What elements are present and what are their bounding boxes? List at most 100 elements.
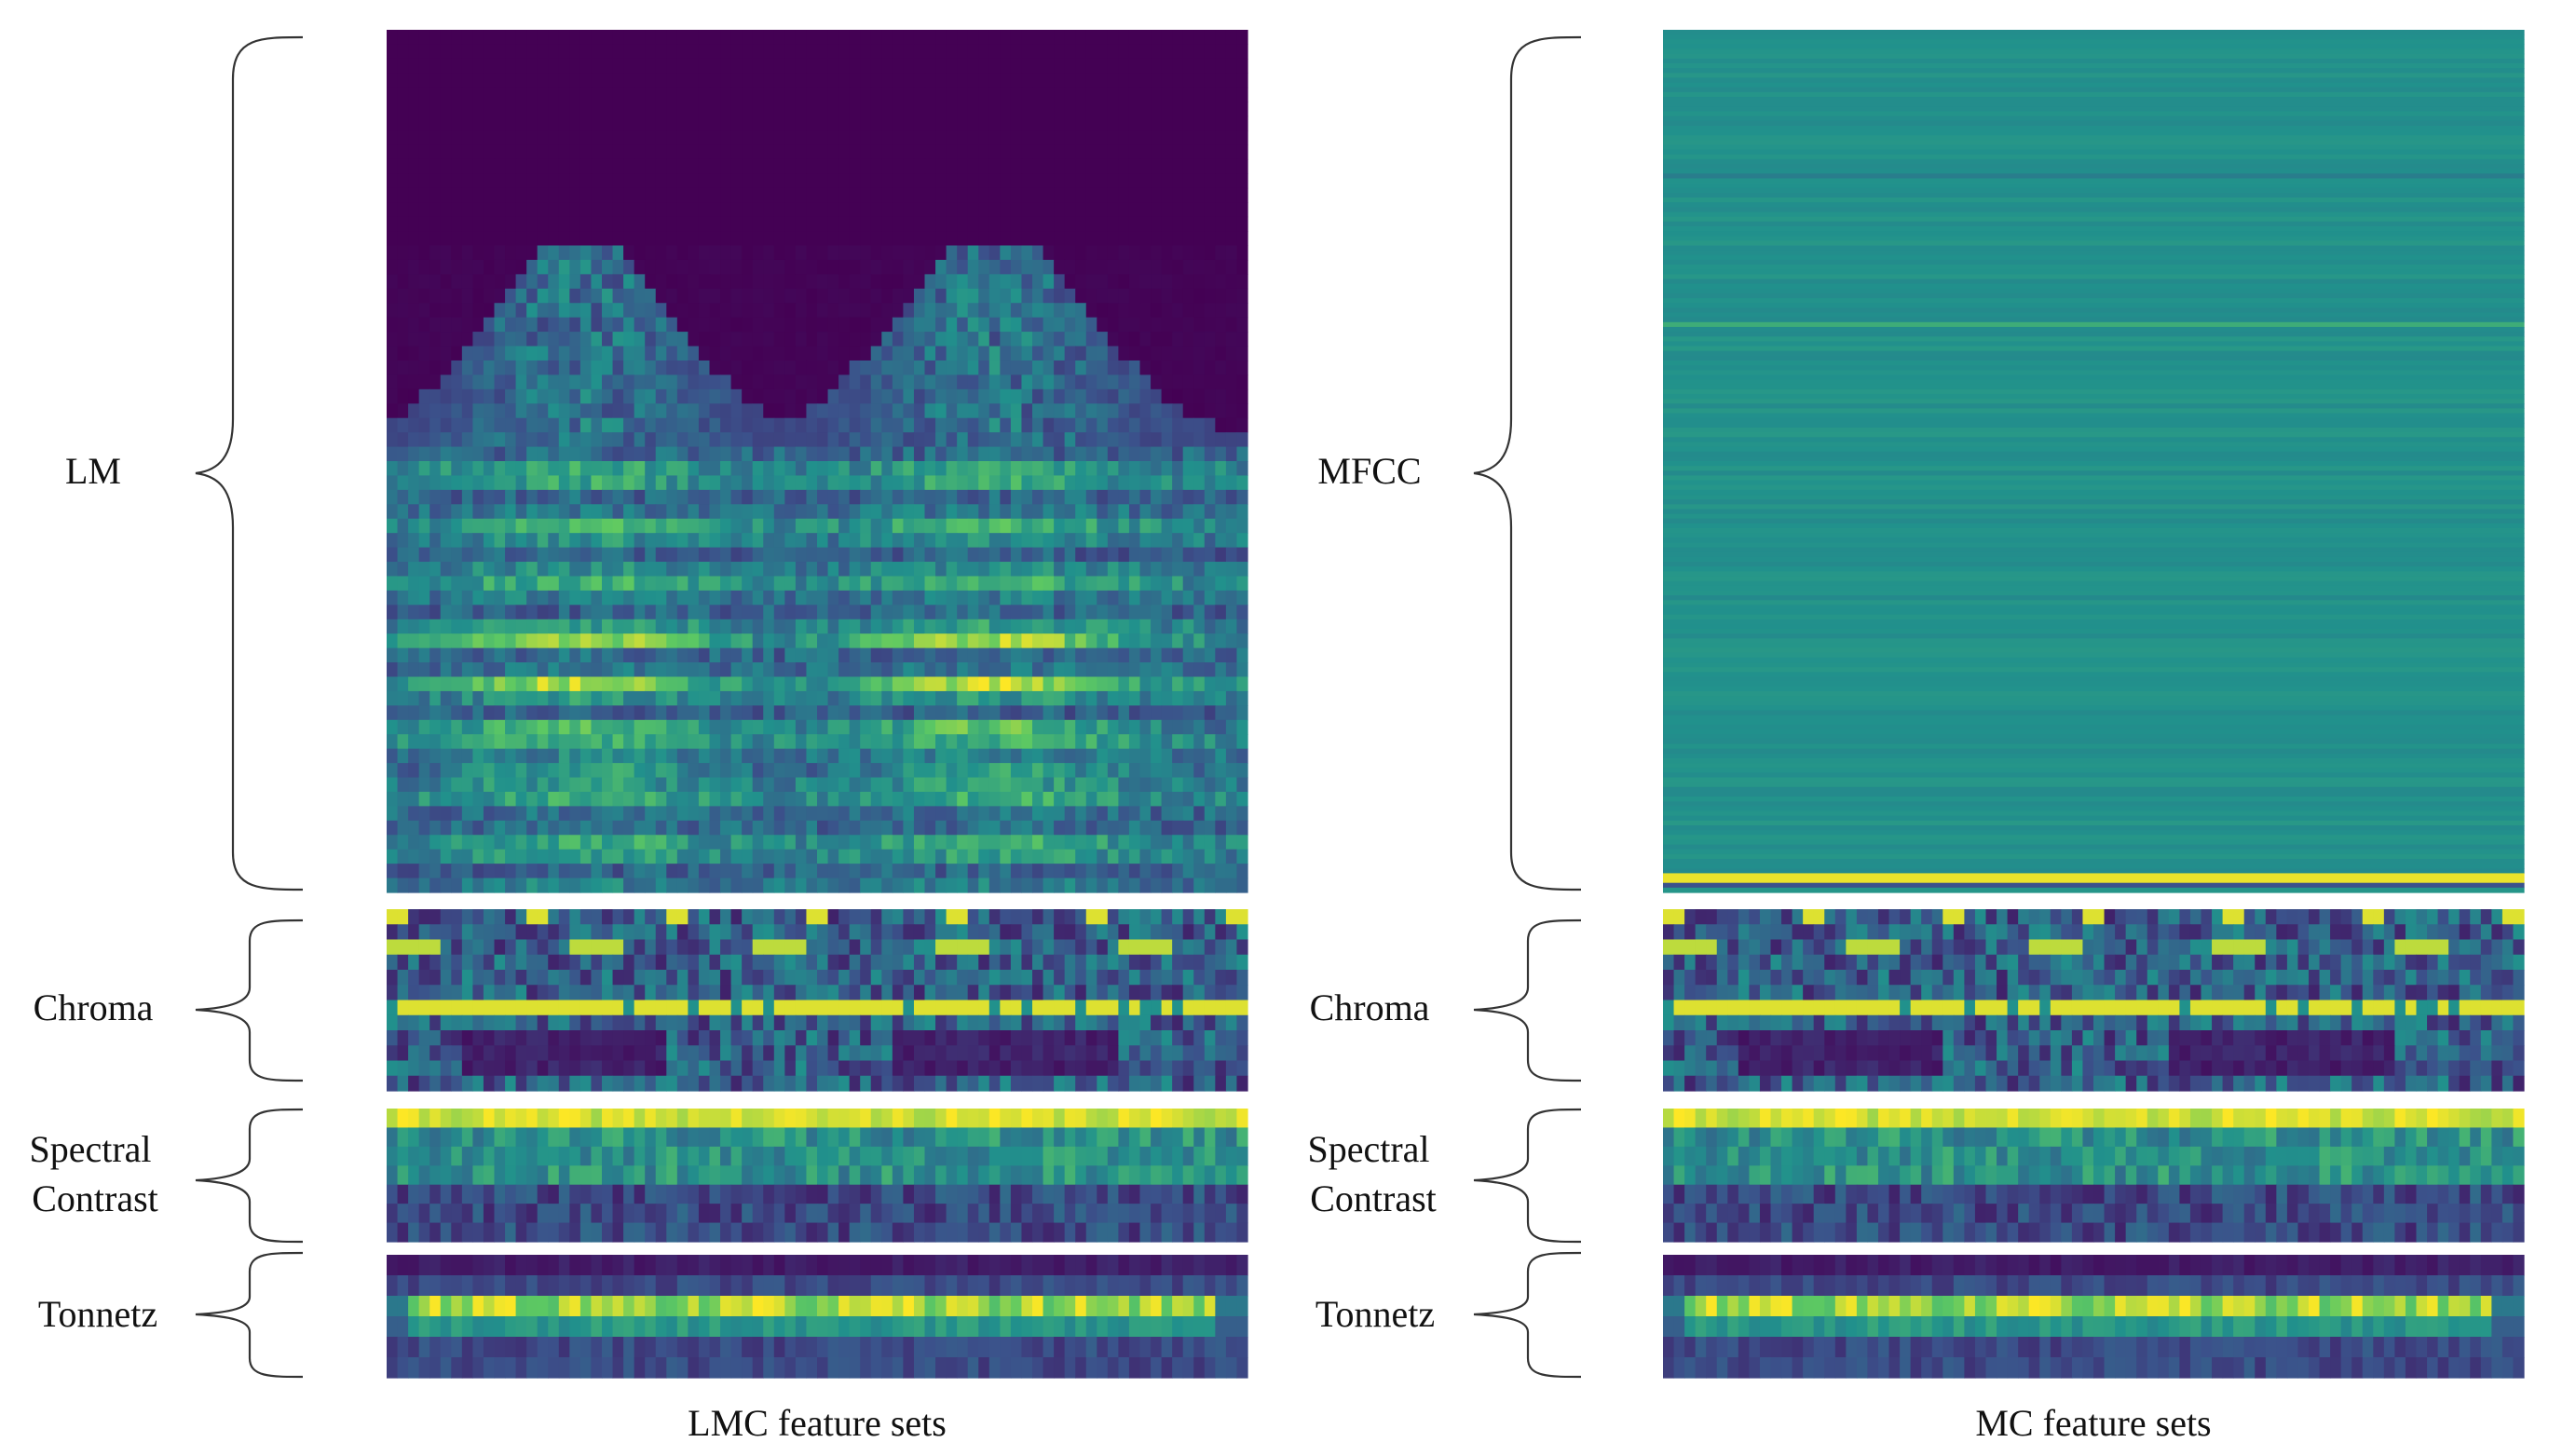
heatmap-cell xyxy=(418,144,430,160)
heatmap-cell xyxy=(784,461,797,477)
heatmap-cell xyxy=(978,547,990,563)
heatmap-cell xyxy=(1215,562,1227,578)
heatmap-cell xyxy=(730,533,743,549)
heatmap-cell xyxy=(688,820,700,836)
heatmap-cell xyxy=(698,705,711,721)
heatmap-cell xyxy=(1182,878,1194,893)
heatmap-cell xyxy=(1172,734,1184,750)
heatmap-cell xyxy=(645,116,657,131)
heatmap-cell xyxy=(1204,44,1216,60)
heatmap-cell xyxy=(1118,417,1130,433)
heatmap-cell xyxy=(440,158,452,174)
heatmap-cell xyxy=(720,619,732,634)
heatmap-cell xyxy=(988,158,1001,174)
heatmap-cell xyxy=(451,806,463,822)
heatmap-cell xyxy=(903,849,915,864)
heatmap-cell xyxy=(1193,202,1206,218)
heatmap-cell xyxy=(967,259,979,275)
heatmap-cell xyxy=(429,158,442,174)
heatmap-cell xyxy=(676,187,688,203)
heatmap-cell xyxy=(579,303,593,319)
heatmap-cell xyxy=(773,820,785,836)
heatmap-cell xyxy=(978,590,990,606)
heatmap-cell xyxy=(935,30,947,46)
heatmap-cell xyxy=(1139,374,1152,390)
heatmap-cell xyxy=(1043,647,1055,663)
heatmap-cell xyxy=(924,346,936,361)
heatmap-cell xyxy=(612,705,624,721)
heatmap-cell xyxy=(698,461,711,477)
heatmap-cell xyxy=(1182,647,1194,663)
heatmap-cell xyxy=(957,130,969,146)
heatmap-cell xyxy=(1182,44,1194,60)
heatmap-cell xyxy=(645,605,657,620)
heatmap-cell xyxy=(408,939,420,956)
heatmap-cell xyxy=(1182,806,1194,822)
heatmap-cell xyxy=(1032,187,1044,203)
heatmap-cell xyxy=(1225,216,1238,232)
heatmap-cell xyxy=(688,605,700,620)
heatmap-cell xyxy=(1021,317,1033,333)
heatmap-cell xyxy=(730,864,743,879)
heatmap-cell xyxy=(1139,504,1152,520)
heatmap-cell xyxy=(957,303,969,319)
heatmap-cell xyxy=(806,562,818,578)
heatmap-cell xyxy=(408,705,420,721)
heatmap-cell xyxy=(957,763,969,779)
heatmap-cell xyxy=(602,518,614,534)
heatmap-cell xyxy=(602,835,614,850)
heatmap-cell xyxy=(1000,317,1012,333)
heatmap-cell xyxy=(1118,533,1130,549)
heatmap-cell xyxy=(913,388,926,404)
heatmap-cell xyxy=(924,173,936,189)
heatmap-cell xyxy=(957,791,969,807)
heatmap-cell xyxy=(602,605,614,620)
heatmap-cell xyxy=(1118,576,1130,592)
heatmap-cell xyxy=(472,116,484,131)
heatmap-cell xyxy=(892,489,904,505)
heatmap-cell xyxy=(988,231,1001,247)
heatmap-cell xyxy=(1075,30,1087,46)
heatmap-cell xyxy=(1236,374,1248,390)
heatmap-cell xyxy=(688,576,700,592)
heatmap-cell xyxy=(1236,216,1248,232)
heatmap-cell xyxy=(591,547,603,563)
heatmap-cell xyxy=(526,748,538,764)
heatmap-cell xyxy=(795,878,808,893)
heatmap-cell xyxy=(612,734,624,750)
heatmap-cell xyxy=(418,245,430,261)
heatmap-cell xyxy=(946,504,958,520)
heatmap-cell xyxy=(903,748,915,764)
heatmap-cell xyxy=(1204,878,1216,893)
heatmap-cell xyxy=(645,403,657,419)
heatmap-cell xyxy=(1043,332,1055,347)
heatmap-cell xyxy=(634,690,646,706)
heatmap-cell xyxy=(1000,231,1012,247)
heatmap-cell xyxy=(569,590,581,606)
heatmap-cell xyxy=(602,303,614,319)
heatmap-cell xyxy=(1225,864,1238,879)
heatmap-cell xyxy=(1182,360,1194,375)
heatmap-cell xyxy=(408,30,420,46)
heatmap-cell xyxy=(537,518,549,534)
heatmap-cell xyxy=(440,274,452,290)
heatmap-cell xyxy=(924,245,936,261)
heatmap-cell xyxy=(418,864,430,879)
heatmap-cell xyxy=(408,274,420,290)
heatmap-cell xyxy=(591,533,603,549)
heatmap-cell xyxy=(1064,533,1076,549)
heatmap-cell xyxy=(418,662,430,678)
heatmap-cell xyxy=(773,547,785,563)
heatmap-cell xyxy=(870,619,882,634)
heatmap-cell xyxy=(526,835,538,850)
heatmap-cell xyxy=(579,939,593,956)
heatmap-cell xyxy=(634,864,646,879)
heatmap-cell xyxy=(408,73,420,88)
heatmap-cell xyxy=(752,748,764,764)
heatmap-cell xyxy=(1172,202,1184,218)
heatmap-cell xyxy=(494,562,506,578)
heatmap-cell xyxy=(903,73,915,88)
heatmap-cell xyxy=(461,44,473,60)
heatmap-cell xyxy=(429,734,442,750)
heatmap-cell xyxy=(429,835,442,850)
